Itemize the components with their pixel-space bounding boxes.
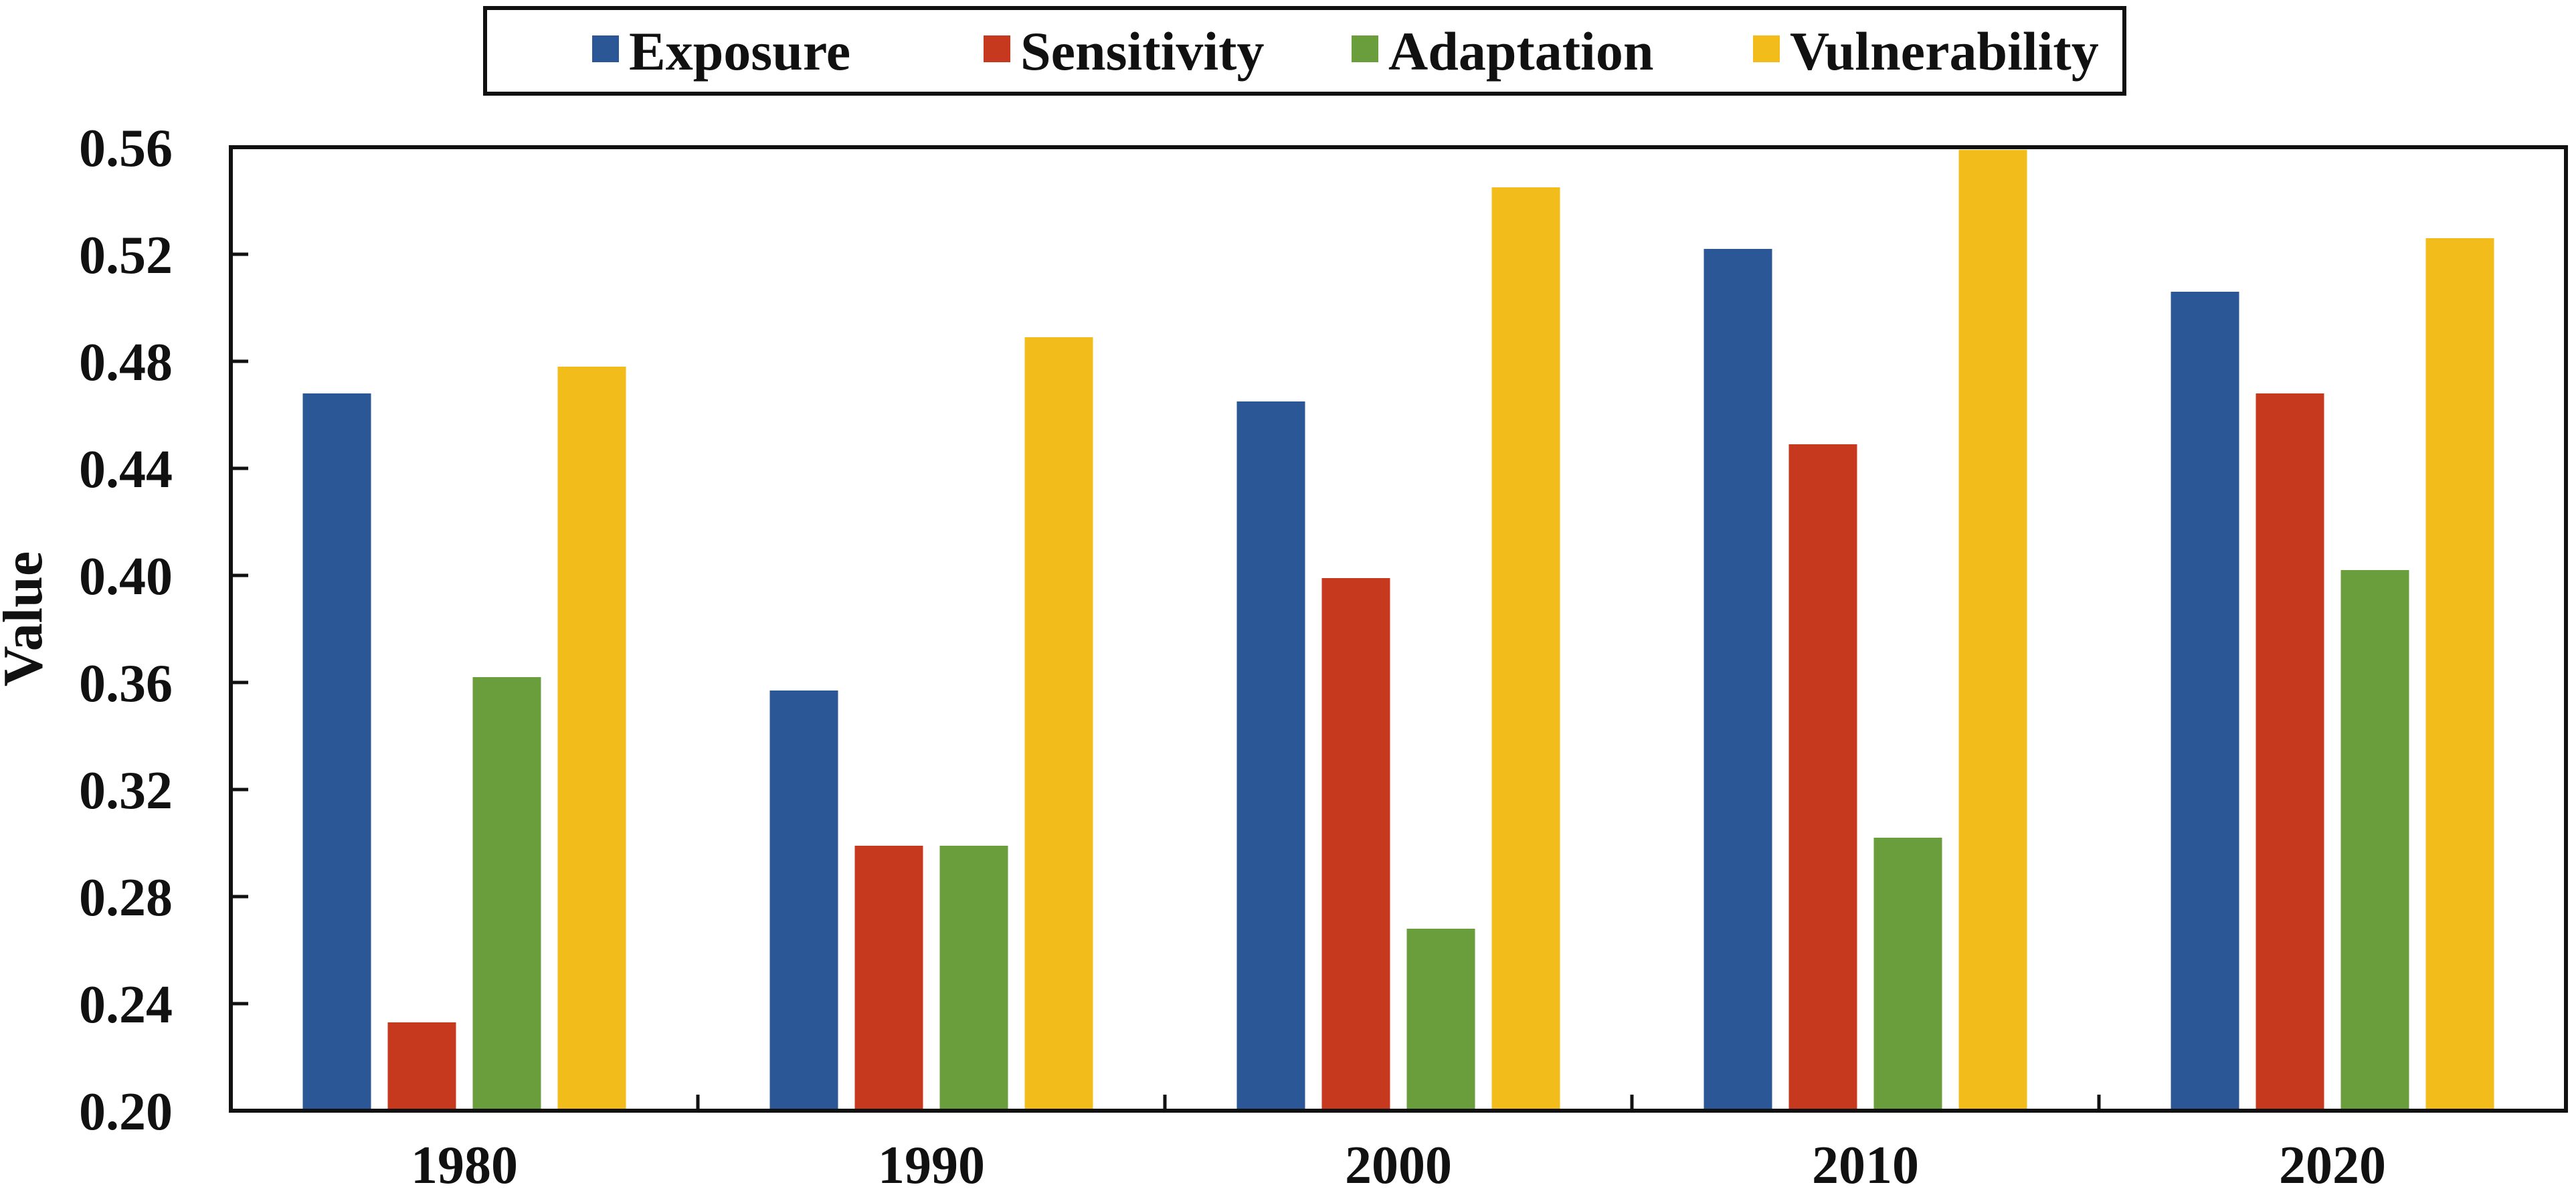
y-tick-label: 0.48 bbox=[79, 333, 173, 392]
legend-label-adaptation: Adaptation bbox=[1388, 21, 1653, 82]
x-tick-label: 2020 bbox=[2279, 1136, 2386, 1195]
x-tick-label: 1990 bbox=[878, 1136, 985, 1195]
legend-swatch-vulnerability bbox=[1753, 35, 1780, 62]
x-tick-label: 2010 bbox=[1812, 1136, 1919, 1195]
y-tick-label: 0.32 bbox=[79, 761, 173, 820]
legend-swatch-sensitivity bbox=[984, 35, 1010, 62]
y-tick-label: 0.20 bbox=[79, 1083, 173, 1141]
bar-sensitivity-1990 bbox=[854, 846, 923, 1111]
y-tick-label: 0.36 bbox=[79, 654, 173, 713]
bars bbox=[302, 150, 2494, 1111]
bar-sensitivity-2010 bbox=[1788, 444, 1857, 1111]
plot-frame bbox=[229, 145, 2568, 1113]
y-axis-label: Value bbox=[0, 551, 54, 686]
legend-label-vulnerability: Vulnerability bbox=[1790, 21, 2099, 82]
x-tick-label: 1980 bbox=[411, 1136, 518, 1195]
y-tick-label: 0.52 bbox=[79, 226, 173, 285]
x-axis-ticks: 1980 1990 2000 2010 2020 bbox=[411, 1095, 2386, 1195]
chart-legend: Exposure Sensitivity Adaptation Vulnerabili… bbox=[483, 6, 2126, 96]
bar-exposure-1990 bbox=[769, 691, 838, 1111]
bar-vulnerability-2020 bbox=[2425, 238, 2494, 1111]
y-tick-label: 0.44 bbox=[79, 440, 173, 499]
y-axis-ticks: 0.20 0.24 0.28 0.32 0.36 0.40 0.44 0.48 0.52 0.56 bbox=[79, 119, 248, 1141]
bar-sensitivity-2020 bbox=[2256, 393, 2324, 1111]
bar-exposure-2000 bbox=[1236, 401, 1305, 1111]
bar-adaptation-2010 bbox=[1873, 838, 1942, 1111]
bar-exposure-2010 bbox=[1704, 249, 1772, 1111]
x-tick-label: 2000 bbox=[1345, 1136, 1452, 1195]
legend-label-exposure: Exposure bbox=[629, 21, 850, 82]
bar-adaptation-1990 bbox=[939, 846, 1008, 1111]
bar-adaptation-1980 bbox=[472, 677, 541, 1111]
bar-vulnerability-2010 bbox=[1958, 150, 2027, 1111]
y-tick-label: 0.56 bbox=[79, 119, 173, 178]
legend-swatch-adaptation bbox=[1352, 35, 1378, 62]
bar-vulnerability-2000 bbox=[1491, 187, 1560, 1111]
bar-vulnerability-1980 bbox=[557, 367, 626, 1111]
bar-adaptation-2020 bbox=[2340, 570, 2409, 1111]
legend-label-sensitivity: Sensitivity bbox=[1020, 21, 1264, 82]
y-tick-label: 0.40 bbox=[79, 547, 173, 606]
bar-adaptation-2000 bbox=[1406, 929, 1475, 1111]
y-tick-label: 0.24 bbox=[79, 976, 173, 1034]
bar-exposure-2020 bbox=[2171, 292, 2239, 1111]
legend-swatch-exposure bbox=[592, 35, 619, 62]
bar-vulnerability-1990 bbox=[1024, 337, 1093, 1111]
bar-sensitivity-1980 bbox=[387, 1022, 456, 1111]
legend-box bbox=[483, 6, 2126, 96]
bar-exposure-1980 bbox=[302, 393, 371, 1111]
bar-sensitivity-2000 bbox=[1321, 578, 1390, 1111]
y-tick-label: 0.28 bbox=[79, 868, 173, 927]
